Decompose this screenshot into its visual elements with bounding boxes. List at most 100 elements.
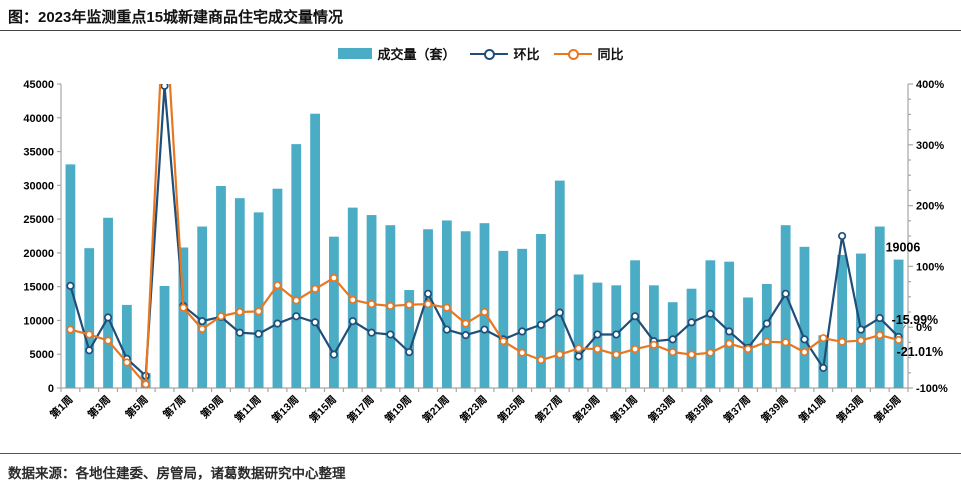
label-tongbi-last: -21.01% [897, 345, 944, 359]
volume-bar [743, 297, 753, 388]
volume-bar [310, 113, 320, 389]
tongbi-marker [856, 336, 865, 345]
x-axis-tick-label: 第19周 [382, 393, 414, 425]
huanbi-marker [405, 348, 414, 357]
volume-bar [234, 198, 245, 388]
tongbi-marker [819, 334, 828, 343]
x-axis-tick-label: 第25周 [495, 393, 527, 425]
tongbi-marker [593, 345, 602, 354]
right-axis-tick-label: 400% [916, 79, 944, 91]
x-axis-tick-label: 第27周 [533, 393, 565, 425]
tongbi-marker [311, 284, 320, 293]
tongbi-line-series [66, 84, 903, 389]
tongbi-line-swatch-icon [553, 48, 592, 60]
right-axis-tick-label: -100% [916, 383, 948, 395]
x-axis-tick-label: 第1周 [47, 393, 75, 421]
volume-bar [874, 226, 885, 388]
tongbi-marker [574, 344, 583, 353]
huanbi-marker [875, 314, 884, 323]
huanbi-marker [235, 328, 244, 337]
legend-tongbi-label: 同比 [597, 47, 624, 62]
tongbi-marker [518, 348, 527, 357]
huanbi-marker [536, 320, 546, 329]
volume-bar [856, 253, 866, 388]
tongbi-marker [743, 345, 753, 354]
tongbi-marker [292, 296, 301, 305]
label-huanbi-last: -15.99% [892, 313, 939, 327]
left-axis-tick-label: 45000 [23, 79, 54, 91]
huanbi-marker [423, 289, 433, 298]
huanbi-marker [574, 352, 583, 361]
tongbi-marker [235, 307, 244, 317]
tongbi-marker [442, 303, 451, 312]
left-axis: 0 5000 10000 15000 20000 25000 30000 35000 40000… [23, 79, 61, 395]
volume-bar [103, 217, 113, 388]
right-axis-tick-label: 300% [916, 140, 944, 152]
tongbi-marker [104, 336, 113, 345]
x-axis-tick-label: 第33周 [646, 393, 678, 425]
tongbi-marker [254, 307, 263, 316]
volume-bar [291, 144, 302, 388]
volume-bar [517, 248, 528, 388]
x-axis-tick-label: 第37周 [721, 393, 753, 425]
data-labels: 19006 -15.99% -21.01% [886, 241, 944, 359]
label-volume-last: 19006 [886, 241, 921, 255]
tongbi-marker [405, 300, 414, 309]
huanbi-marker [612, 330, 621, 339]
tongbi-marker [179, 303, 188, 312]
huanbi-marker [856, 325, 865, 334]
left-axis-tick-label: 10000 [23, 315, 54, 327]
volume-bar [724, 261, 735, 388]
x-axis-tick-label: 第31周 [608, 393, 640, 425]
tongbi-marker [668, 348, 677, 357]
tongbi-marker [367, 300, 376, 309]
volume-bar [667, 302, 678, 388]
left-axis-tick-label: 0 [48, 383, 54, 395]
tongbi-marker [649, 340, 658, 349]
huanbi-line-swatch-icon [469, 48, 508, 60]
huanbi-marker [160, 84, 169, 90]
volume-bar [197, 226, 208, 388]
huanbi-marker [292, 312, 301, 321]
volume-bar [686, 288, 697, 388]
huanbi-marker [442, 325, 451, 334]
volume-bar [780, 225, 791, 388]
left-axis-tick-label: 30000 [23, 180, 54, 192]
volume-bar [253, 212, 264, 388]
chart-legend: 成交量（套） 环比 同比 [337, 44, 624, 63]
volume-bar [761, 283, 772, 388]
right-axis-tick-label: 200% [916, 201, 944, 213]
tongbi-marker [894, 335, 903, 345]
volume-bar-swatch-icon [337, 48, 372, 59]
tongbi-marker [838, 337, 847, 346]
left-axis-tick-label: 35000 [23, 147, 54, 159]
right-axis-tick-label: 100% [916, 261, 944, 273]
tongbi-marker [122, 358, 131, 367]
huanbi-marker [85, 346, 94, 355]
tongbi-marker [85, 330, 94, 339]
tongbi-marker [555, 350, 564, 359]
huanbi-marker [348, 317, 357, 326]
huanbi-marker [725, 327, 734, 336]
x-axis-tick-label: 第21周 [420, 393, 452, 425]
volume-bar [799, 246, 810, 388]
tongbi-marker [273, 281, 282, 290]
volume-bars [65, 113, 904, 389]
legend-item-huanbi: 环比 [469, 44, 540, 63]
huanbi-marker [273, 319, 282, 328]
huanbi-marker [311, 318, 320, 327]
page-title: 图：2023年监测重点15城新建商品住宅成交量情况 [8, 9, 344, 26]
huanbi-marker [461, 331, 470, 340]
legend-volume-label: 成交量（套） [377, 47, 456, 62]
volume-bar [423, 229, 433, 388]
volume-bar [479, 223, 490, 388]
huanbi-marker [66, 281, 75, 290]
x-axis-tick-label: 第23周 [457, 393, 489, 425]
left-axis-tick-label: 40000 [23, 113, 54, 125]
data-source-note: 数据来源：各地住建委、房管局，诸葛数据研究中心整理 [8, 466, 346, 481]
volume-bar [65, 164, 76, 388]
right-axis: -100% 0% 100% 200% 300% 400% [908, 79, 948, 395]
tongbi-marker [800, 348, 809, 357]
huanbi-marker [762, 319, 771, 328]
